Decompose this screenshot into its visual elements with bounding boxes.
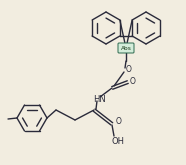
Text: HN: HN — [93, 96, 105, 104]
FancyBboxPatch shape — [118, 43, 134, 53]
Text: O: O — [130, 77, 136, 85]
Text: OH: OH — [111, 136, 124, 146]
Text: Abs: Abs — [121, 46, 132, 50]
Text: O: O — [116, 116, 122, 126]
Text: O: O — [126, 66, 132, 75]
